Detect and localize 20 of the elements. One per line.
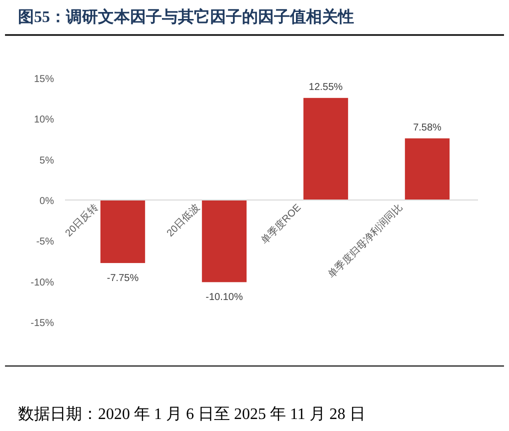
y-tick-label: -5%	[36, 236, 54, 248]
data-label: 12.55%	[308, 82, 343, 93]
data-label: 7.58%	[413, 122, 442, 134]
x-tick-label: 20日低波	[164, 202, 202, 240]
data-label: -7.75%	[106, 273, 139, 284]
text: 数据日期：2020 年 1 月 6 日至 2025 年 11 月 28 日	[18, 405, 366, 423]
x-tick-label: 20日反转	[62, 202, 101, 240]
y-tick-label: -10%	[30, 277, 54, 288]
x-tick-label: 单季度归母净利润同比	[326, 202, 406, 281]
data-label: -10.10%	[206, 292, 243, 304]
y-tick-label: 5%	[40, 155, 54, 166]
bar	[202, 200, 247, 282]
bar	[404, 138, 450, 200]
bar	[100, 200, 146, 264]
y-tick-label: -15%	[30, 318, 54, 329]
y-tick-label: 15%	[34, 74, 54, 85]
bar	[303, 98, 348, 200]
chart-title: 图55：调研文本因子与其它因子的因子值相关性	[18, 7, 354, 26]
y-tick-label: 10%	[34, 114, 54, 126]
y-tick-label: 0%	[40, 196, 54, 207]
